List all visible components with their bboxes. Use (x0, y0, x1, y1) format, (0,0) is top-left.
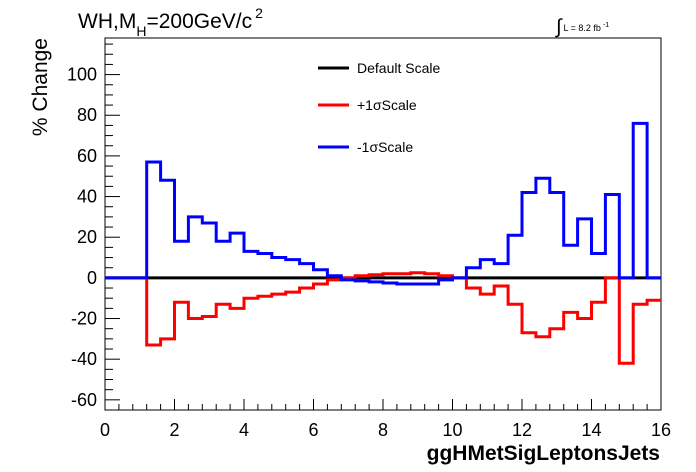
y-axis-label: % Change (29, 38, 52, 136)
lumi-text: L = 8.2 fb (563, 23, 600, 33)
y-tick-label: 40 (77, 187, 97, 207)
lumi-integral: ∫ (555, 16, 563, 38)
x-tick-label: 6 (308, 420, 318, 440)
series-line-1 (105, 271, 661, 365)
lumi-superscript: -1 (603, 22, 609, 29)
legend-label-0: Default Scale (357, 60, 440, 76)
y-tick-label: 0 (87, 268, 97, 288)
y-tick-label: -60 (71, 390, 97, 410)
series-line-2 (105, 121, 661, 286)
title-prefix: WH,M (78, 10, 136, 33)
y-tick-label: -20 (71, 309, 97, 329)
legend-label-2: -1σScale (357, 139, 413, 155)
y-tick-label: -40 (71, 349, 97, 369)
luminosity-label: ∫ L = 8.2 fb -1 (555, 16, 609, 38)
y-axis: -60 -40 -20 0 20 40 60 80 100 (67, 43, 120, 411)
x-tick-label: 4 (239, 420, 249, 440)
y-tick-label: 20 (77, 227, 97, 247)
y-tick-label: 80 (77, 105, 97, 125)
x-tick-label: 16 (651, 420, 671, 440)
title-suffix: =200GeV/c (146, 10, 252, 33)
x-tick-label: 12 (512, 420, 532, 440)
x-tick-label: 14 (581, 420, 601, 440)
legend: Default Scale +1σScale -1σScale (318, 60, 440, 155)
title-subscript: H (136, 23, 146, 39)
chart-title: WH,MH=200GeV/c 2 (78, 5, 263, 39)
title-superscript: 2 (255, 5, 263, 21)
x-tick-label: 0 (100, 420, 110, 440)
series-layer (105, 121, 661, 365)
x-tick-label: 8 (378, 420, 388, 440)
x-tick-label: 2 (169, 420, 179, 440)
y-tick-label: 60 (77, 146, 97, 166)
x-axis: 0 2 4 6 8 10 12 14 16 (100, 399, 671, 440)
y-tick-label: 100 (67, 65, 97, 85)
legend-label-1: +1σScale (357, 97, 417, 113)
x-axis-label: ggHMetSigLeptonsJets (427, 442, 660, 465)
x-tick-label: 10 (442, 420, 462, 440)
